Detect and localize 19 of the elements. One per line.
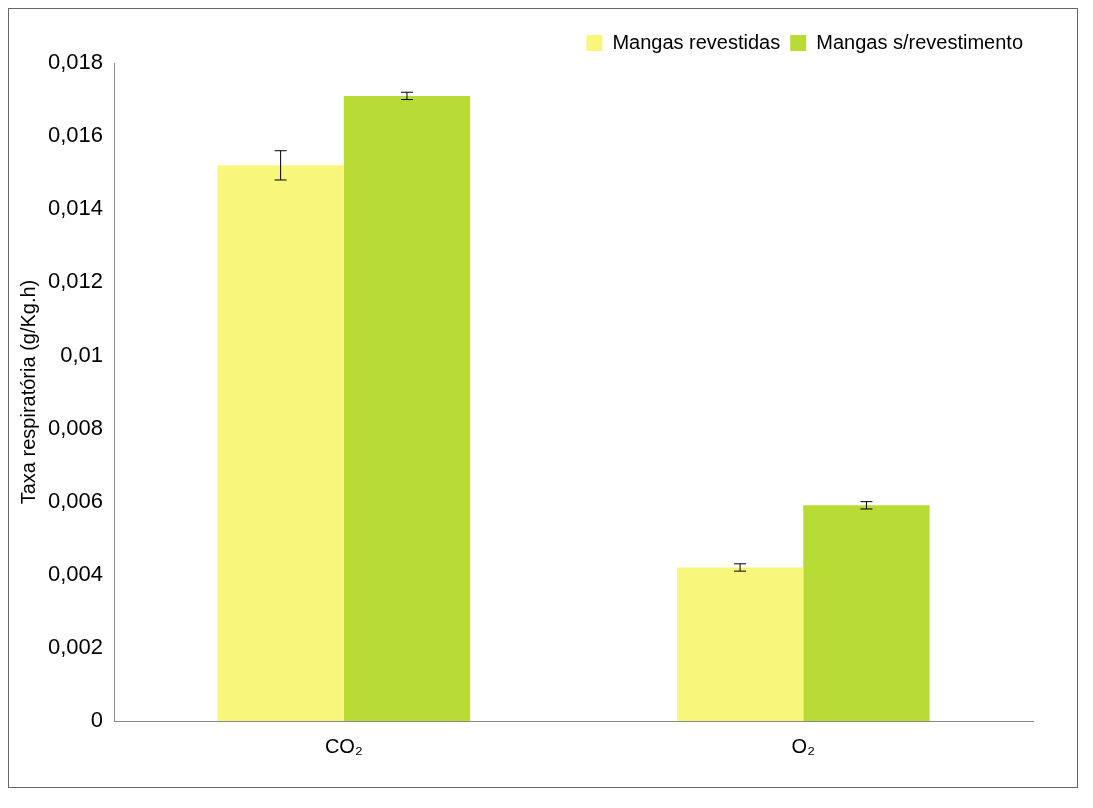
y-tick-label: 0,006: [47, 487, 104, 513]
y-tick-label: 0,016: [47, 122, 104, 148]
y-tick-label: 0,008: [47, 414, 104, 440]
x-tick-label: CO₂: [324, 734, 363, 757]
y-tick-label: 0,002: [47, 633, 104, 659]
bar: [343, 95, 471, 721]
y-tick-label: 0,01: [60, 341, 104, 367]
legend-label: Mangas s/revestimento: [816, 30, 1024, 53]
y-tick-label: 0,014: [47, 195, 104, 221]
y-tick-label: 0,018: [47, 49, 104, 75]
y-tick-label: 0,012: [47, 268, 104, 294]
y-tick-label: 0: [90, 707, 104, 733]
bar: [217, 165, 344, 721]
bar: [803, 505, 930, 721]
bar: [676, 567, 804, 721]
y-tick-label: 0,004: [47, 560, 104, 586]
legend-label: Mangas revestidas: [612, 30, 781, 53]
x-tick-label: O₂: [791, 734, 815, 757]
y-axis-title: Taxa respiratória (g/Kg.h): [16, 279, 39, 505]
